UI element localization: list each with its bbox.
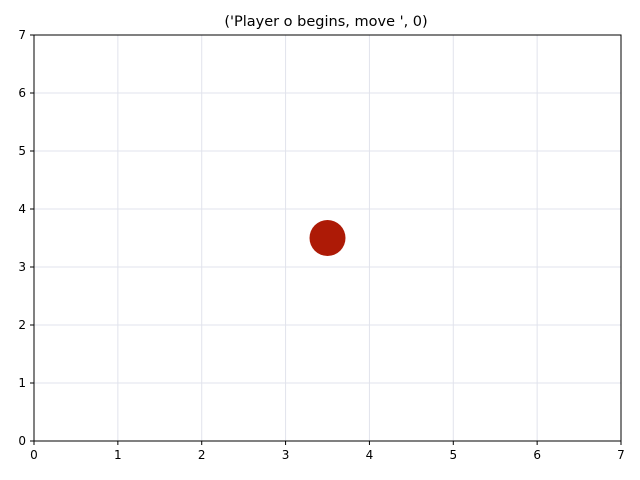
board-title: ('Player o begins, move ', 0) xyxy=(224,14,427,30)
y-axis-ticks: 0 1 2 3 4 5 6 7 xyxy=(18,28,34,448)
x-tick-label: 1 xyxy=(114,448,122,462)
y-tick-label: 1 xyxy=(18,376,26,390)
x-axis-ticks: 0 1 2 3 4 5 6 7 xyxy=(30,441,625,462)
y-tick-label: 2 xyxy=(18,318,26,332)
board-pieces xyxy=(309,220,346,256)
x-tick-label: 3 xyxy=(282,448,290,462)
y-tick-label: 6 xyxy=(18,86,26,100)
y-tick-label: 4 xyxy=(18,202,26,216)
y-tick-label: 3 xyxy=(18,260,26,274)
y-tick-label: 7 xyxy=(18,28,26,42)
x-tick-label: 6 xyxy=(533,448,541,462)
x-tick-label: 4 xyxy=(366,448,374,462)
game-piece-player-o xyxy=(309,220,346,256)
y-tick-label: 5 xyxy=(18,144,26,158)
board-grid xyxy=(34,35,621,441)
plot-frame xyxy=(33,34,622,442)
y-tick-label: 0 xyxy=(18,434,26,448)
x-tick-label: 0 xyxy=(30,448,38,462)
x-tick-label: 2 xyxy=(198,448,206,462)
x-tick-label: 7 xyxy=(617,448,625,462)
x-tick-label: 5 xyxy=(449,448,457,462)
